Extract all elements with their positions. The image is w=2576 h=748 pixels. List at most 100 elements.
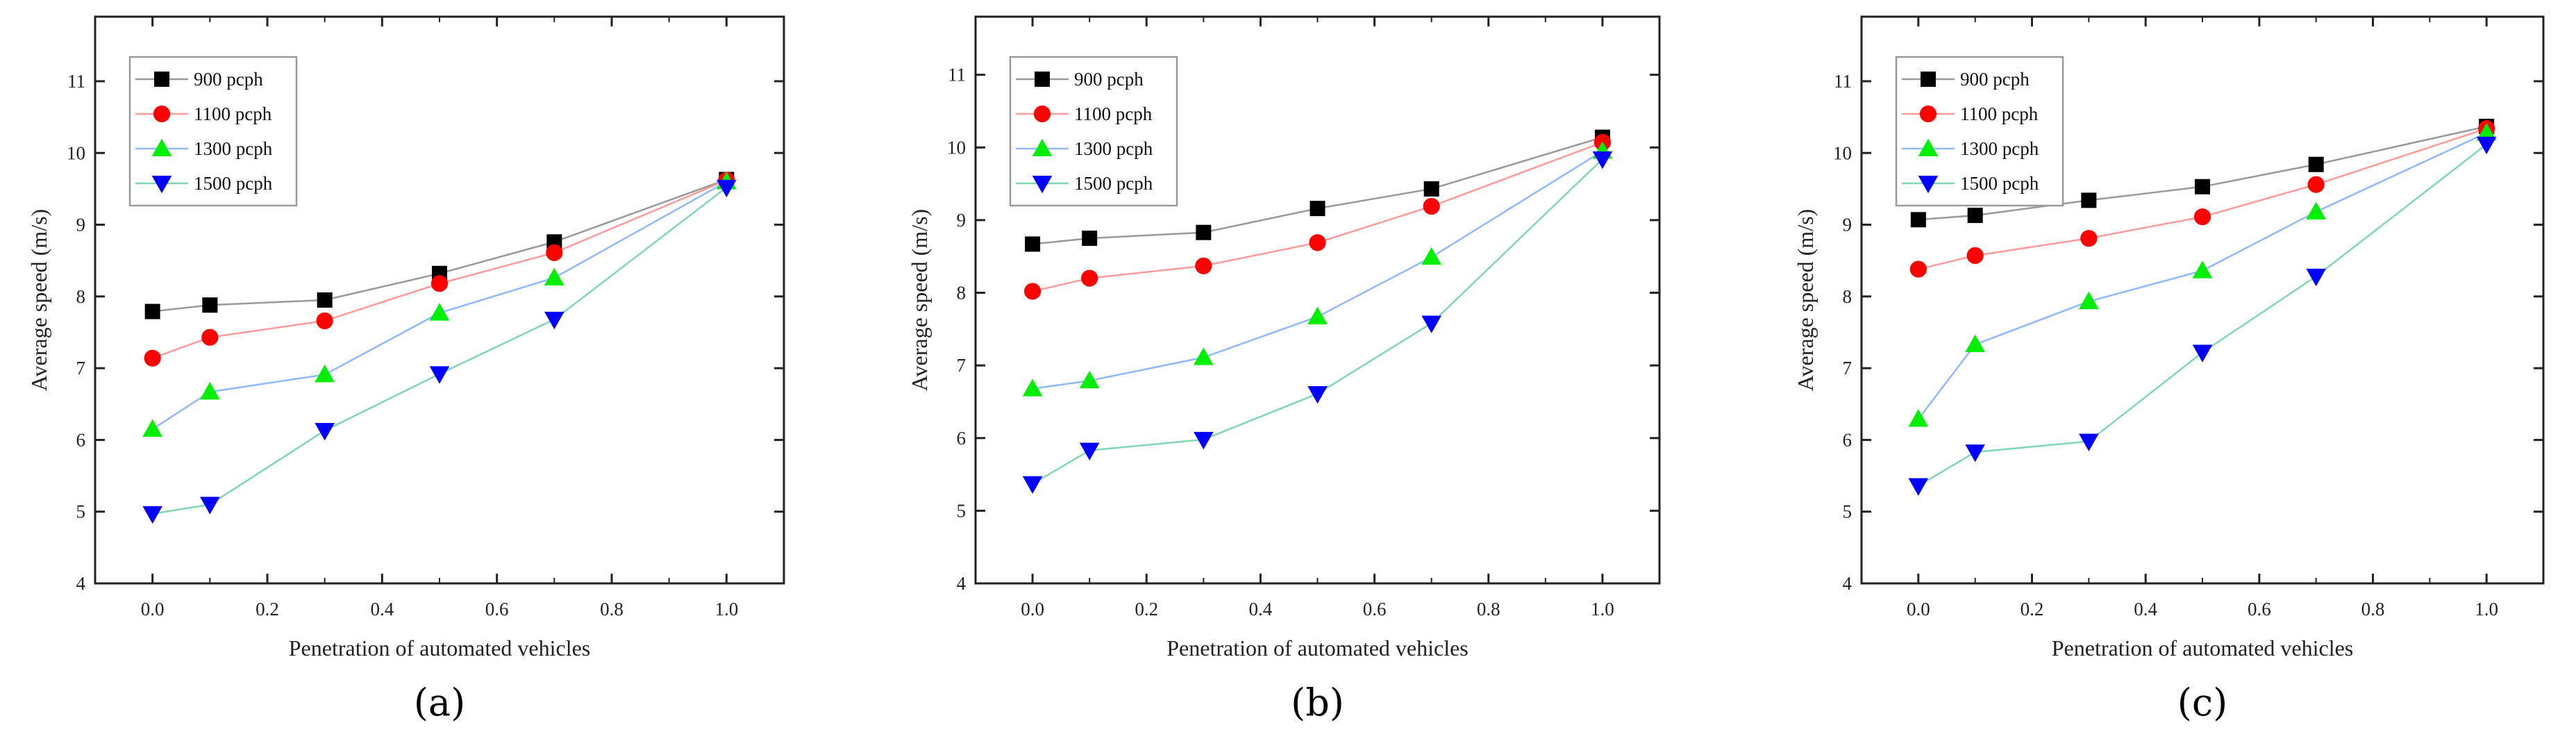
y-tick-label: 5	[76, 501, 86, 522]
data-point	[142, 419, 162, 437]
y-tick-label: 11	[1834, 71, 1852, 92]
data-point	[144, 349, 161, 367]
y-tick-label: 4	[76, 573, 86, 594]
data-point	[1022, 476, 1043, 494]
y-tick-label: 6	[76, 429, 86, 450]
data-point	[2080, 230, 2098, 247]
x-tick-label: 0.6	[2248, 599, 2271, 620]
y-tick-label: 5	[957, 500, 967, 521]
data-point	[717, 179, 737, 198]
y-tick-label: 4	[957, 573, 967, 594]
x-tick-label: 0.2	[1135, 599, 1158, 620]
chart-panel-a: 0.0 0.2 0.4 0.6 0.8 1.0 4 5 6 7 8 9 10 11 Penetration …	[26, 15, 785, 724]
series-line	[1918, 125, 2487, 221]
legend-label: 1500 pcph	[194, 173, 273, 194]
series-line	[1032, 158, 1603, 485]
data-point	[546, 244, 563, 261]
x-tick-label: 1.0	[714, 599, 738, 620]
y-axis-label: Average speed (m/s)	[907, 209, 932, 391]
data-point	[2192, 260, 2213, 279]
data-point	[1423, 197, 1440, 215]
legend: 900 pcph 1100 pcph 1300 pcph 1500 pcph	[128, 56, 298, 207]
x-tick-label: 0.8	[600, 599, 624, 620]
data-point	[544, 267, 564, 285]
legend: 900 pcph 1100 pcph 1300 pcph 1500 pcph	[1009, 56, 1178, 207]
y-tick-label: 6	[1843, 429, 1852, 450]
data-point	[1025, 236, 1041, 252]
data-point	[2195, 178, 2210, 194]
x-axis-label: Penetration of automated vehicles	[1166, 635, 1469, 660]
legend-marker-triangle-up	[1918, 138, 1939, 156]
data-point	[315, 422, 335, 441]
data-point	[2079, 433, 2099, 451]
data-point	[1592, 151, 1613, 169]
data-point	[1079, 442, 1100, 460]
legend-label: 900 pcph	[194, 69, 263, 90]
data-point	[1967, 208, 1983, 224]
x-tick-label: 0.4	[2134, 599, 2157, 620]
y-tick-label: 7	[1843, 358, 1852, 379]
legend-label: 1300 pcph	[1960, 138, 2039, 159]
legend-label: 1300 pcph	[1074, 138, 1153, 159]
legend-marker-circle	[1919, 105, 1937, 123]
y-tick-label: 10	[67, 142, 85, 163]
x-tick-label: 0.6	[485, 599, 509, 620]
legend-label: 900 pcph	[1960, 69, 2030, 90]
y-tick-label: 11	[67, 71, 85, 92]
data-point	[1194, 431, 1214, 450]
x-tick-label: 0.0	[141, 599, 165, 620]
legend-marker-square	[1035, 72, 1050, 87]
data-point	[1965, 444, 1985, 463]
series-1500-pcph	[142, 179, 737, 524]
y-tick-label: 8	[76, 286, 86, 307]
data-point	[2081, 192, 2097, 208]
x-tick-label: 0.0	[1021, 599, 1044, 620]
x-tick-label: 1.0	[1591, 599, 1614, 620]
y-tick-label: 4	[1843, 573, 1852, 594]
legend: 900 pcph 1100 pcph 1300 pcph 1500 pcph	[1895, 56, 2064, 207]
panel-label: (c)	[2177, 681, 2227, 724]
y-tick-label: 5	[1843, 501, 1852, 522]
data-point	[544, 311, 564, 330]
series-line	[1918, 143, 2487, 487]
data-point	[317, 292, 333, 308]
y-tick-label: 7	[957, 355, 967, 376]
data-point	[1965, 334, 1985, 353]
x-tick-label: 0.2	[256, 599, 279, 620]
data-point	[429, 303, 450, 321]
data-point	[1908, 409, 1929, 427]
chart-panel-c: 0.0 0.2 0.4 0.6 0.8 1.0 4 5 6 7 8 9 10 11 Penetration …	[1793, 15, 2545, 724]
data-point	[1421, 315, 1441, 333]
y-tick-label: 6	[957, 428, 967, 449]
data-point	[1079, 370, 1100, 389]
series-line	[1032, 136, 1603, 245]
data-point	[1081, 269, 1098, 287]
series-line	[152, 178, 727, 313]
legend-marker-triangle-down	[1032, 176, 1053, 194]
y-tick-label: 9	[76, 215, 86, 235]
legend-label: 1500 pcph	[1960, 173, 2039, 194]
data-point	[1022, 379, 1043, 397]
panel-label: (a)	[414, 681, 465, 724]
legend-marker-circle	[153, 105, 171, 123]
data-point	[2192, 344, 2213, 363]
legend-label: 1500 pcph	[1074, 173, 1153, 194]
legend-marker-triangle-down	[151, 176, 172, 194]
data-point	[1909, 260, 1927, 278]
x-axis-label: Penetration of automated vehicles	[2052, 635, 2354, 660]
legend-label: 900 pcph	[1074, 69, 1144, 90]
data-point	[1310, 201, 1325, 217]
y-tick-label: 7	[76, 358, 86, 379]
data-point	[1966, 247, 1984, 265]
data-point	[144, 304, 160, 319]
y-tick-label: 8	[957, 283, 967, 304]
series-900-pcph	[1025, 129, 1610, 252]
data-point	[2476, 136, 2497, 155]
data-point	[200, 381, 220, 400]
x-tick-label: 1.0	[2475, 599, 2498, 620]
series-line	[1917, 132, 2487, 420]
data-point	[200, 497, 220, 515]
y-tick-label: 10	[1833, 142, 1852, 163]
data-point	[2079, 291, 2099, 310]
series-line	[1032, 141, 1603, 292]
